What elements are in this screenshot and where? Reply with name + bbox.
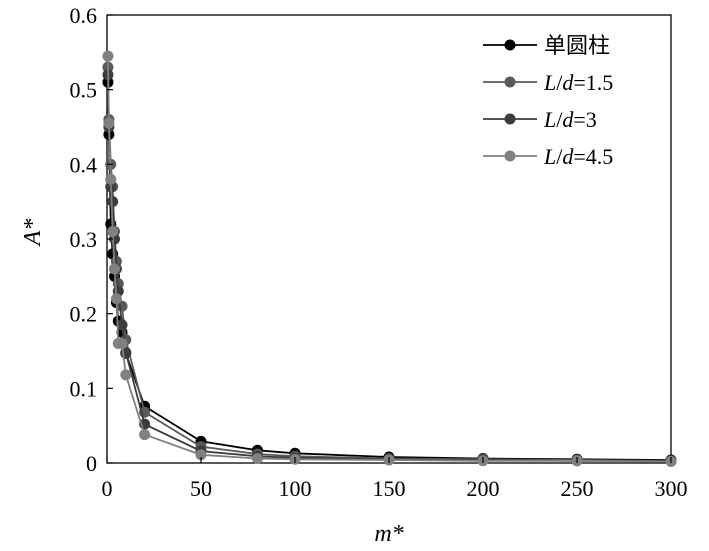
legend-entry: L/d=4.5 bbox=[483, 144, 613, 169]
series-1 bbox=[102, 76, 677, 466]
legend-marker bbox=[504, 39, 516, 51]
x-tick-label: 300 bbox=[655, 476, 688, 501]
x-axis-title: m* bbox=[374, 521, 403, 547]
legend-label-part: L bbox=[543, 70, 556, 95]
y-tick-label: 0.5 bbox=[70, 78, 98, 103]
data-point bbox=[251, 453, 263, 465]
legend-entry: L/d=1.5 bbox=[483, 70, 613, 95]
x-tick-label: 100 bbox=[279, 476, 312, 501]
data-point bbox=[107, 196, 119, 208]
data-point bbox=[109, 263, 121, 275]
legend-label-part: =3 bbox=[573, 107, 596, 132]
y-tick-label: 0.1 bbox=[70, 376, 98, 401]
series-4 bbox=[102, 50, 677, 468]
data-point bbox=[103, 117, 115, 129]
y-tick-label: 0.2 bbox=[70, 302, 98, 327]
legend-entry: L/d=3 bbox=[483, 107, 597, 132]
data-point bbox=[102, 50, 114, 62]
x-tick-label: 50 bbox=[190, 476, 212, 501]
data-point bbox=[116, 338, 128, 350]
series-line bbox=[107, 74, 671, 462]
legend-label-part: 单圆柱 bbox=[544, 33, 610, 58]
legend-marker bbox=[504, 113, 516, 125]
series-layer bbox=[102, 50, 677, 468]
data-point bbox=[116, 319, 128, 331]
x-tick-label: 150 bbox=[373, 476, 406, 501]
legend-label-part: L bbox=[543, 107, 556, 132]
x-tick-label: 0 bbox=[102, 476, 113, 501]
legend-label: 单圆柱 bbox=[544, 33, 610, 58]
data-point bbox=[120, 369, 132, 381]
y-tick-label: 0.6 bbox=[70, 3, 98, 28]
legend-label-part: d bbox=[562, 144, 574, 169]
y-axis-title: A* bbox=[20, 219, 46, 248]
data-point bbox=[195, 449, 207, 461]
x-tick-label: 200 bbox=[467, 476, 500, 501]
axis-layer: 0 50 100 150 200 250 300 0 0.1 0.2 0.3 0.4 0.5 0.6 bbox=[70, 3, 688, 501]
legend-label-part: d bbox=[562, 70, 574, 95]
y-tick-label: 0.4 bbox=[70, 152, 98, 177]
legend-label-part: / bbox=[556, 70, 563, 95]
legend-label: L/d=4.5 bbox=[543, 144, 613, 169]
data-point bbox=[139, 429, 151, 441]
legend-entry: 单圆柱 bbox=[483, 33, 610, 58]
series-line bbox=[107, 82, 672, 461]
legend-label: L/d=1.5 bbox=[543, 70, 613, 95]
legend-label-part: / bbox=[556, 144, 563, 169]
x-tick-label: 250 bbox=[561, 476, 594, 501]
legend-label-part: =4.5 bbox=[573, 144, 613, 169]
legend-label-part: / bbox=[556, 107, 563, 132]
legend-label-part: L bbox=[543, 144, 556, 169]
y-tick-label: 0.3 bbox=[70, 227, 98, 252]
data-point bbox=[110, 293, 122, 305]
legend-label: L/d=3 bbox=[543, 107, 597, 132]
legend-label-part: d bbox=[562, 107, 574, 132]
legend-marker bbox=[504, 150, 516, 162]
legend-marker bbox=[504, 76, 516, 88]
data-point bbox=[105, 173, 117, 185]
data-point bbox=[107, 226, 119, 238]
legend-label-part: =1.5 bbox=[573, 70, 613, 95]
y-tick-label: 0 bbox=[86, 451, 97, 476]
